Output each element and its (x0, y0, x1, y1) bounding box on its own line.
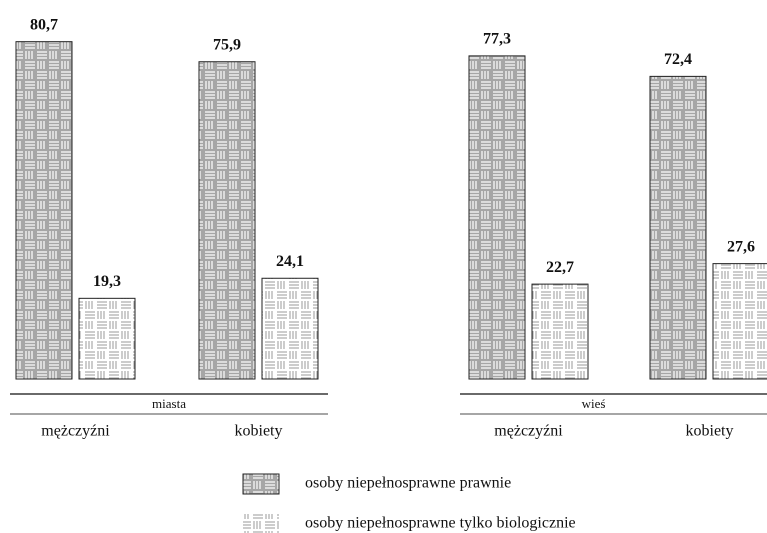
legend-label: osoby niepełnosprawne prawnie (305, 475, 511, 492)
legend-label: osoby niepełnosprawne tylko biologicznie (305, 515, 576, 532)
value-label: 77,3 (483, 31, 511, 48)
group-label: miasta (152, 396, 186, 411)
value-label: 24,1 (276, 253, 304, 270)
value-label: 80,7 (30, 16, 58, 33)
x-tick-label: kobiety (686, 423, 734, 440)
bar (78, 297, 136, 380)
bar (261, 277, 319, 380)
value-label: 22,7 (546, 259, 574, 276)
legend-swatch (242, 473, 280, 495)
value-label: 75,9 (213, 36, 241, 53)
bar (649, 75, 707, 380)
value-label: 72,4 (664, 51, 692, 68)
x-tick-label: mężczyźni (494, 423, 563, 440)
value-label: 27,6 (727, 238, 755, 255)
legend-swatch (243, 514, 279, 533)
bar (15, 41, 73, 380)
bar (468, 55, 526, 380)
group-label: wieś (582, 396, 606, 411)
bar (712, 263, 767, 380)
value-label: 19,3 (93, 273, 121, 290)
bar (198, 61, 256, 380)
x-tick-label: mężczyźni (41, 423, 110, 440)
x-tick-label: kobiety (235, 423, 283, 440)
bar (531, 283, 589, 380)
